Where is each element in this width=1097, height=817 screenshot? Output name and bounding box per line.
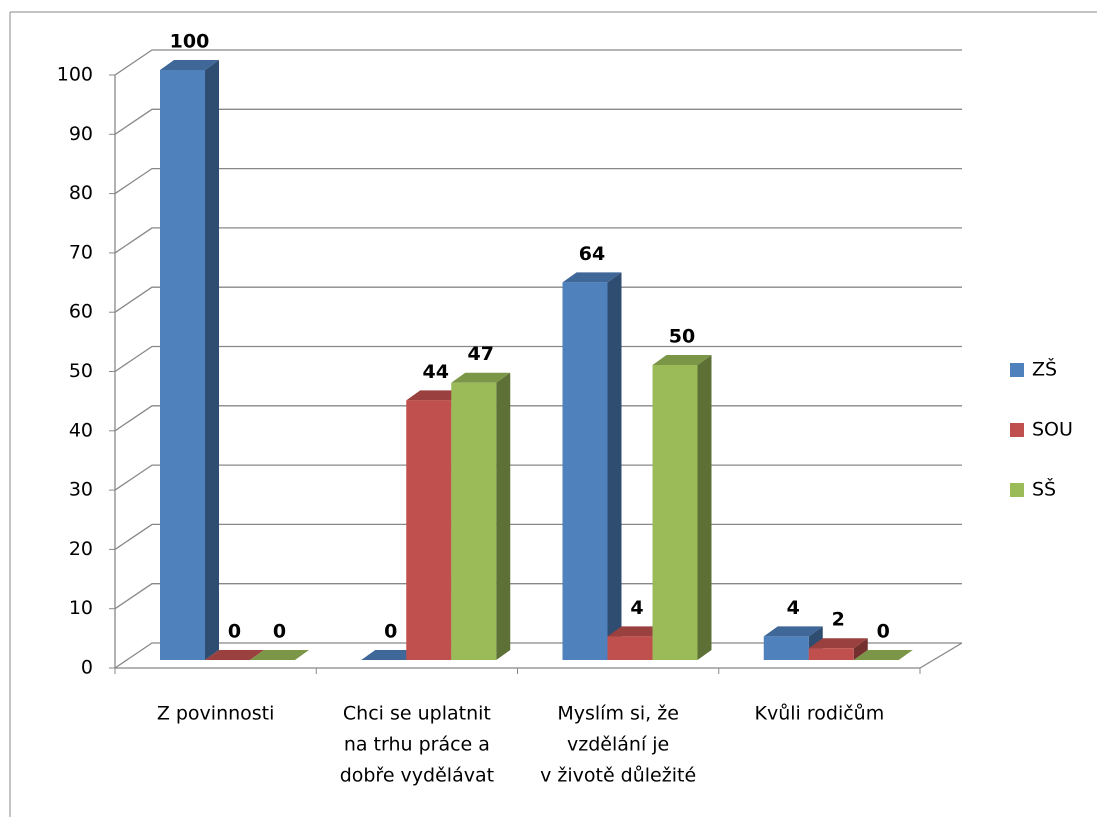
bar-face xyxy=(607,626,667,637)
data-label: 2 xyxy=(832,609,845,631)
bar-face xyxy=(607,272,622,660)
bar xyxy=(160,60,219,660)
legend-swatch xyxy=(1010,363,1024,377)
bar-face xyxy=(808,648,854,660)
bar-face xyxy=(451,382,497,660)
bar-face xyxy=(406,400,452,660)
bar xyxy=(205,650,264,660)
x-tick-label: Myslím si, že xyxy=(557,703,679,725)
x-tick-label: Z povinnosti xyxy=(157,703,275,725)
grid-line xyxy=(114,405,962,432)
data-label: 50 xyxy=(669,326,695,348)
bar-face xyxy=(160,70,205,660)
grid-line xyxy=(114,167,962,195)
grid-line xyxy=(114,108,962,135)
y-tick-label: 30 xyxy=(69,479,93,501)
x-tick-label: dobře vydělávat xyxy=(340,765,494,787)
data-label: 0 xyxy=(228,621,241,643)
legend-label: SOU xyxy=(1032,419,1073,441)
bar-face xyxy=(205,650,264,660)
bar-face xyxy=(562,272,622,283)
bar xyxy=(808,638,868,660)
bar xyxy=(451,372,511,660)
data-label: 0 xyxy=(877,621,890,643)
grid-line xyxy=(114,227,962,254)
y-tick-label: 60 xyxy=(69,301,93,323)
bar-face xyxy=(250,650,309,660)
legend-swatch xyxy=(1010,423,1024,437)
y-tick-label: 50 xyxy=(69,360,93,382)
y-tick-label: 40 xyxy=(69,419,93,441)
y-tick-label: 70 xyxy=(69,241,93,263)
bar xyxy=(763,626,823,660)
y-tick-label: 100 xyxy=(57,64,93,86)
grid-line xyxy=(114,523,962,550)
data-label: 0 xyxy=(384,621,397,643)
bar xyxy=(250,650,309,660)
data-label: 64 xyxy=(579,243,605,265)
bar-face xyxy=(697,355,712,660)
data-label: 47 xyxy=(468,343,494,365)
bar xyxy=(652,355,712,660)
bar-face xyxy=(853,650,913,660)
bar xyxy=(853,650,913,660)
bar-face xyxy=(205,60,219,660)
x-tick-label: v životě důležité xyxy=(540,765,696,787)
grid-line xyxy=(114,345,962,373)
data-label: 4 xyxy=(630,597,643,619)
legend-label: ZŠ xyxy=(1032,357,1057,381)
bar-face xyxy=(562,282,608,660)
bar-face xyxy=(160,60,219,70)
bar xyxy=(562,272,622,660)
data-label: 100 xyxy=(170,31,210,53)
x-tick-label: Kvůli rodičům xyxy=(755,703,885,725)
bar-face xyxy=(808,638,868,649)
bar-face xyxy=(451,372,511,383)
data-label: 4 xyxy=(787,597,800,619)
grid-line xyxy=(114,583,962,610)
x-tick-label: Chci se uplatnit xyxy=(343,703,491,725)
grid-line xyxy=(114,286,962,313)
y-tick-label: 0 xyxy=(81,657,93,679)
bar-face xyxy=(361,650,421,660)
bar-face xyxy=(496,372,511,660)
legend-label: SŠ xyxy=(1032,477,1056,501)
y-tick-label: 80 xyxy=(69,182,93,204)
bar-face xyxy=(406,390,466,401)
y-tick-label: 20 xyxy=(69,538,93,560)
bar-face xyxy=(763,626,823,637)
x-tick-label: vzdělání je xyxy=(567,734,669,756)
grid-line xyxy=(114,464,962,491)
y-tick-label: 10 xyxy=(69,597,93,619)
bar-face xyxy=(607,636,653,660)
bar-face xyxy=(652,355,712,365)
bar-face xyxy=(853,638,868,660)
bar-face xyxy=(763,636,809,660)
x-tick-label: na trhu práce a xyxy=(344,734,490,756)
legend-swatch xyxy=(1010,483,1024,497)
grid-line xyxy=(114,49,962,76)
data-label: 44 xyxy=(423,361,449,383)
y-tick-label: 90 xyxy=(69,123,93,145)
data-label: 0 xyxy=(273,621,286,643)
bar-face xyxy=(652,365,698,660)
bar xyxy=(361,650,421,660)
